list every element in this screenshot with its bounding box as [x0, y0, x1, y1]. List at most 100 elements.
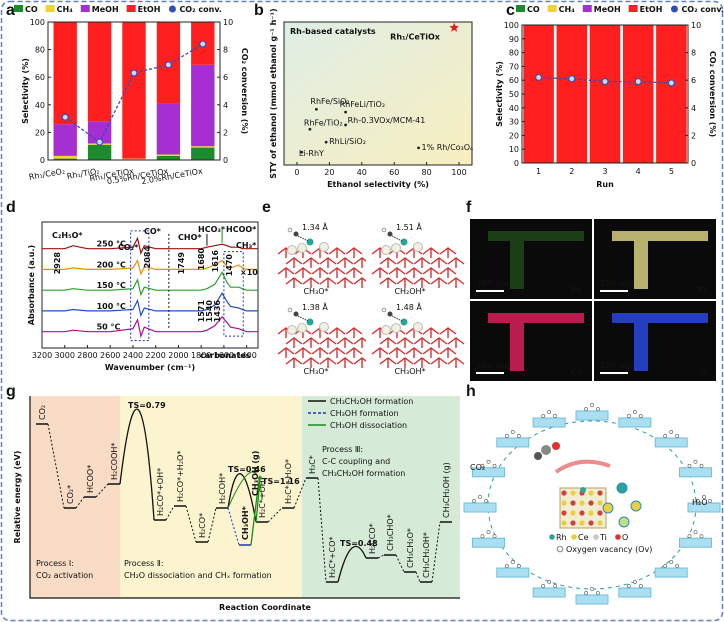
rh-atom [306, 238, 314, 246]
catalyst-slab [496, 437, 530, 448]
data-point [344, 110, 347, 114]
adsorbate-atom [638, 584, 643, 588]
ts-curve [119, 408, 155, 521]
data-point [449, 22, 459, 32]
atom [297, 243, 307, 253]
lattice-bond [439, 347, 457, 358]
molecule-label: CO₂ [470, 463, 485, 472]
adsorbate-atom [702, 495, 706, 499]
annotation: 1749 [177, 252, 186, 275]
bar [53, 155, 77, 159]
y-tick-label: 50 [509, 90, 519, 99]
process-region [302, 396, 460, 598]
annotation: CO₂* [118, 243, 139, 252]
state-label: H₂CO*+OH* [156, 468, 165, 516]
h-atom [381, 227, 387, 233]
highlight-box [130, 230, 150, 342]
x-tick-label: 5 [669, 167, 674, 176]
lattice-bond [328, 327, 346, 338]
annotation: ×10 [240, 268, 258, 277]
crystal-atom [597, 520, 603, 526]
rh-atom [400, 318, 408, 326]
lattice-bond [294, 267, 312, 278]
species-label: CH₃O* [303, 287, 328, 296]
legend-label: EtOH [640, 5, 663, 14]
y-tick-label: 100 [504, 21, 519, 30]
lattice-bond [328, 247, 346, 258]
lattice-bond [311, 267, 329, 278]
lattice-bond [379, 357, 397, 368]
lattice-bond [345, 267, 363, 278]
y2-axis-label: CO₂ conversion (%) [240, 48, 249, 134]
spectrum [42, 236, 258, 255]
conversion-point [634, 77, 642, 86]
ethanol-atom [534, 452, 542, 460]
process-label: CO₂ activation [36, 571, 93, 580]
adsorbate-atom [516, 564, 521, 568]
y-tick-label: 40 [35, 101, 45, 110]
lattice-bond [413, 277, 431, 288]
element-label: Ti [698, 286, 706, 295]
catalyst-slab [575, 410, 609, 421]
lattice-bond [371, 347, 389, 358]
structure-tile [366, 300, 465, 378]
x-tick-label: 40 [357, 168, 367, 177]
y-tick-label: 40 [509, 104, 519, 113]
bar [191, 64, 215, 147]
spectrum [42, 315, 258, 339]
atom [297, 323, 307, 333]
legend-label: CO [527, 5, 540, 14]
adsorbate-atom [632, 410, 637, 414]
atom [381, 325, 391, 335]
x-tick-label: 100 [451, 168, 466, 177]
reaction-arrow [554, 459, 611, 474]
h-atom [287, 227, 293, 233]
annotation: 1470 [225, 254, 234, 277]
lattice-bond [430, 257, 448, 268]
adsorbate-atom [504, 434, 509, 438]
plot-frame [47, 21, 221, 161]
lattice-bond [430, 277, 448, 288]
connector [227, 471, 263, 509]
lattice-bond [439, 247, 457, 258]
c-atom [387, 311, 393, 317]
lattice-bond [285, 337, 303, 348]
x-tick-label: 2200 [146, 351, 166, 360]
legend-swatch [549, 534, 555, 540]
bar [156, 103, 181, 155]
catalyst-slab [654, 567, 688, 578]
state-label: H₃C* [308, 455, 317, 474]
series-label: 250 °C [97, 240, 126, 249]
y-tick-label: 10 [509, 145, 519, 154]
chart-title: Rh-based catalysts [290, 27, 376, 36]
y-tick-label: 20 [509, 131, 519, 140]
atom [319, 242, 329, 252]
crystal-atom [561, 520, 567, 526]
adsorbate-atom [492, 463, 497, 468]
legend-label: Ti [599, 533, 607, 542]
data-point [344, 123, 347, 127]
lattice-bond [447, 337, 465, 348]
bar [53, 124, 77, 156]
series-label: 100 °C [97, 302, 126, 311]
bond-distance [297, 315, 309, 322]
state-label: CH₃CH₂OH (g) [442, 462, 451, 518]
axes [29, 396, 460, 599]
atom [391, 243, 401, 253]
point-label: Li-RhY [299, 149, 324, 158]
state-label: CO₂* [66, 485, 75, 504]
adsorbate-atom [638, 414, 643, 418]
x-tick-label: 2 [569, 167, 574, 176]
adsorbate-atom [590, 587, 594, 591]
process-label: CH₃CH₂OH formation [322, 469, 405, 478]
spectrum [42, 271, 258, 297]
structure-tile [272, 300, 371, 378]
legend-swatch [168, 5, 176, 13]
bar [156, 154, 181, 156]
lattice-bond [430, 357, 448, 368]
connector [47, 423, 441, 583]
bar [656, 25, 687, 163]
lattice-bond [447, 277, 465, 288]
crystal-atom [561, 490, 567, 496]
adsorbate-atom [675, 564, 680, 568]
